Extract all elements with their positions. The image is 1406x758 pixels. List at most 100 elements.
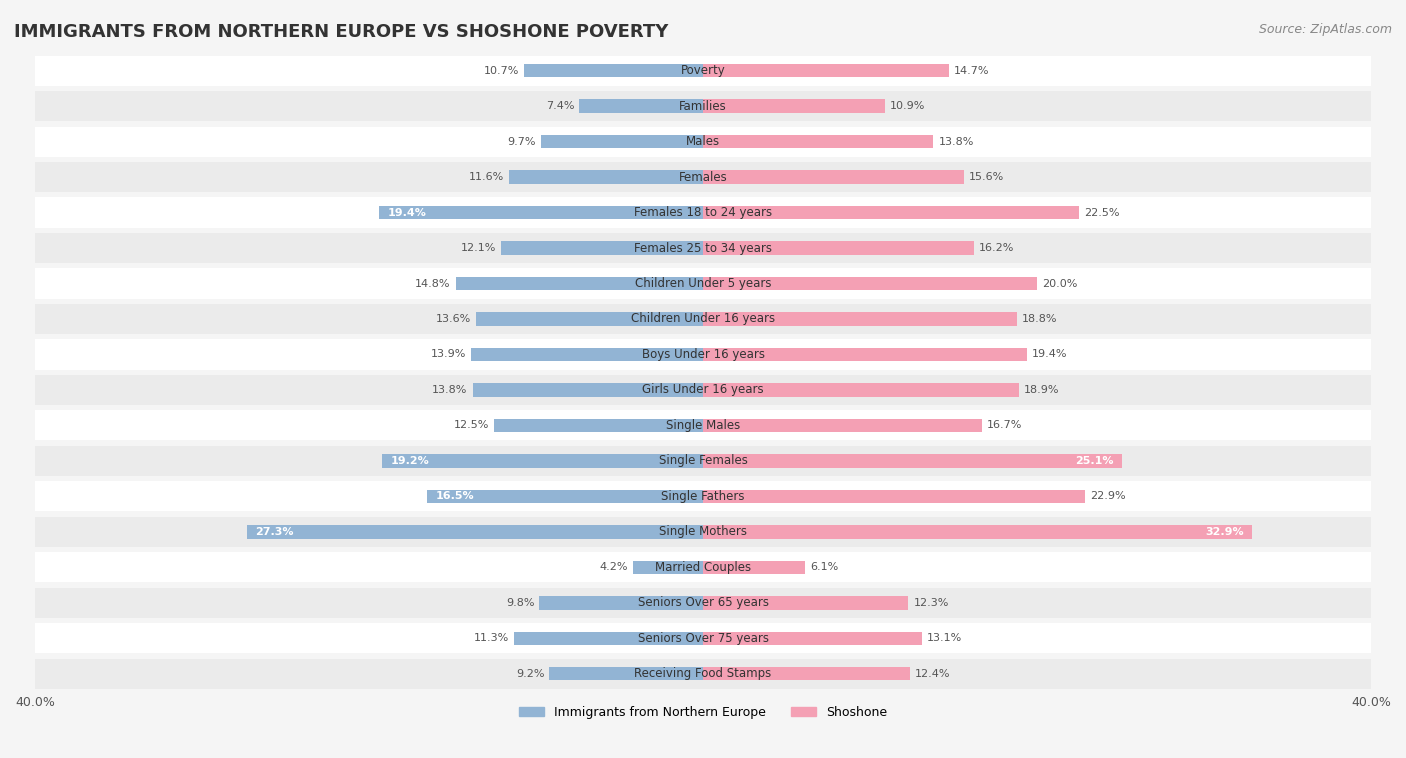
Text: 11.6%: 11.6% [470, 172, 505, 182]
Text: Single Males: Single Males [666, 419, 740, 432]
Text: 27.3%: 27.3% [256, 527, 294, 537]
Text: 12.3%: 12.3% [914, 598, 949, 608]
Text: Single Mothers: Single Mothers [659, 525, 747, 538]
Bar [35, 268, 1371, 299]
Text: IMMIGRANTS FROM NORTHERN EUROPE VS SHOSHONE POVERTY: IMMIGRANTS FROM NORTHERN EUROPE VS SHOSH… [14, 23, 668, 41]
Text: Females: Females [679, 171, 727, 183]
Text: Single Females: Single Females [658, 454, 748, 468]
Bar [703, 241, 973, 255]
Text: 19.4%: 19.4% [387, 208, 426, 218]
Text: 11.3%: 11.3% [474, 633, 509, 644]
Text: 9.8%: 9.8% [506, 598, 534, 608]
Bar [703, 277, 1038, 290]
Text: Seniors Over 65 years: Seniors Over 65 years [637, 597, 769, 609]
Text: 14.8%: 14.8% [415, 278, 451, 289]
Bar [703, 384, 1019, 396]
Bar [35, 55, 1371, 86]
Bar [703, 312, 1017, 326]
Bar [35, 198, 1371, 227]
Bar [35, 304, 1371, 334]
Bar [633, 561, 703, 574]
Bar [703, 99, 884, 113]
Bar [35, 659, 1371, 689]
Bar [501, 241, 703, 255]
Bar [550, 667, 703, 681]
Bar [35, 340, 1371, 370]
Bar [382, 454, 703, 468]
Bar [703, 64, 949, 77]
Text: 19.4%: 19.4% [1032, 349, 1067, 359]
Bar [509, 171, 703, 183]
Text: Females 18 to 24 years: Females 18 to 24 years [634, 206, 772, 219]
Bar [703, 418, 981, 432]
Bar [703, 454, 1122, 468]
Text: 13.9%: 13.9% [430, 349, 465, 359]
Bar [475, 312, 703, 326]
Text: 12.5%: 12.5% [454, 421, 489, 431]
Bar [456, 277, 703, 290]
Bar [35, 233, 1371, 263]
Bar [247, 525, 703, 539]
Text: 4.2%: 4.2% [599, 562, 628, 572]
Bar [471, 348, 703, 362]
Text: 15.6%: 15.6% [969, 172, 1004, 182]
Bar [703, 171, 963, 183]
Text: 9.7%: 9.7% [508, 136, 536, 146]
Text: Receiving Food Stamps: Receiving Food Stamps [634, 667, 772, 680]
Bar [35, 91, 1371, 121]
Text: 22.5%: 22.5% [1084, 208, 1119, 218]
Text: 7.4%: 7.4% [546, 101, 575, 111]
Text: 16.2%: 16.2% [979, 243, 1014, 253]
Text: 6.1%: 6.1% [810, 562, 838, 572]
Bar [35, 481, 1371, 512]
Text: 13.8%: 13.8% [432, 385, 468, 395]
Bar [524, 64, 703, 77]
Text: 19.2%: 19.2% [391, 456, 429, 466]
Bar [35, 446, 1371, 476]
Bar [703, 348, 1026, 362]
Text: 13.1%: 13.1% [927, 633, 962, 644]
Bar [703, 206, 1078, 219]
Text: Single Fathers: Single Fathers [661, 490, 745, 503]
Text: 12.4%: 12.4% [915, 669, 950, 678]
Text: Females 25 to 34 years: Females 25 to 34 years [634, 242, 772, 255]
Text: 13.8%: 13.8% [938, 136, 974, 146]
Bar [35, 375, 1371, 405]
Text: 10.9%: 10.9% [890, 101, 925, 111]
Bar [579, 99, 703, 113]
Text: Source: ZipAtlas.com: Source: ZipAtlas.com [1258, 23, 1392, 36]
Text: Boys Under 16 years: Boys Under 16 years [641, 348, 765, 361]
Text: 16.5%: 16.5% [436, 491, 474, 501]
Bar [35, 410, 1371, 440]
Bar [703, 525, 1253, 539]
Text: 16.7%: 16.7% [987, 421, 1022, 431]
Text: Girls Under 16 years: Girls Under 16 years [643, 384, 763, 396]
Legend: Immigrants from Northern Europe, Shoshone: Immigrants from Northern Europe, Shoshon… [515, 700, 891, 724]
Bar [540, 596, 703, 609]
Bar [703, 596, 908, 609]
Bar [472, 384, 703, 396]
Text: Families: Families [679, 99, 727, 113]
Text: Poverty: Poverty [681, 64, 725, 77]
Text: Married Couples: Married Couples [655, 561, 751, 574]
Text: 20.0%: 20.0% [1042, 278, 1077, 289]
Text: Seniors Over 75 years: Seniors Over 75 years [637, 631, 769, 645]
Text: 13.6%: 13.6% [436, 314, 471, 324]
Text: 25.1%: 25.1% [1076, 456, 1114, 466]
Text: 14.7%: 14.7% [953, 66, 988, 76]
Bar [703, 135, 934, 149]
Bar [703, 561, 804, 574]
Text: 18.8%: 18.8% [1022, 314, 1057, 324]
Text: 12.1%: 12.1% [461, 243, 496, 253]
Text: 9.2%: 9.2% [516, 669, 544, 678]
Text: 22.9%: 22.9% [1091, 491, 1126, 501]
Bar [703, 631, 922, 645]
Text: Males: Males [686, 135, 720, 148]
Bar [703, 490, 1085, 503]
Bar [35, 517, 1371, 547]
Bar [35, 162, 1371, 192]
Bar [495, 418, 703, 432]
Bar [703, 667, 910, 681]
Bar [35, 553, 1371, 582]
Bar [35, 127, 1371, 157]
